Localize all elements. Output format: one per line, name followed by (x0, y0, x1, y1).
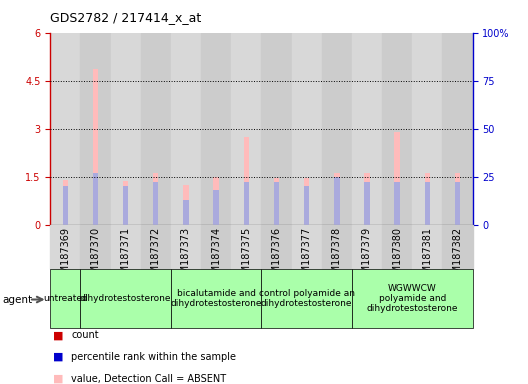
Bar (171, 225, 201, 269)
Bar (364, 182, 370, 225)
Bar (425, 182, 430, 225)
Bar (261, 269, 352, 328)
Text: GSM187381: GSM187381 (422, 227, 432, 286)
Bar (322, 225, 352, 269)
Bar (274, 178, 279, 225)
Bar (394, 132, 400, 225)
Text: GSM187369: GSM187369 (60, 227, 70, 286)
Text: GSM187374: GSM187374 (211, 227, 221, 286)
Bar (153, 182, 158, 225)
Text: GSM187378: GSM187378 (332, 227, 342, 286)
Bar (425, 174, 430, 225)
Bar (171, 33, 201, 225)
Bar (201, 33, 231, 225)
Bar (110, 33, 140, 225)
Text: GSM187376: GSM187376 (271, 227, 281, 286)
Bar (140, 225, 171, 269)
Bar (412, 225, 442, 269)
Bar (110, 225, 140, 269)
Bar (50, 269, 80, 328)
Bar (394, 182, 400, 225)
Text: ■: ■ (53, 330, 63, 340)
Bar (50, 33, 80, 225)
Text: control polyamide an
dihydrotestosterone: control polyamide an dihydrotestosterone (259, 289, 355, 308)
Bar (62, 186, 68, 225)
Bar (261, 33, 291, 225)
Bar (412, 33, 442, 225)
Bar (382, 225, 412, 269)
Bar (322, 33, 352, 225)
Bar (80, 269, 171, 328)
Bar (364, 174, 370, 225)
Bar (334, 177, 340, 225)
Text: agent: agent (3, 295, 33, 305)
Bar (291, 33, 322, 225)
Bar (304, 178, 309, 225)
Bar (352, 225, 382, 269)
Bar (455, 182, 460, 225)
Text: GSM187375: GSM187375 (241, 227, 251, 286)
Text: GSM187372: GSM187372 (151, 227, 161, 286)
Bar (93, 70, 98, 225)
Bar (382, 33, 412, 225)
Text: GSM187380: GSM187380 (392, 227, 402, 286)
Bar (93, 173, 98, 225)
Text: GSM187370: GSM187370 (90, 227, 100, 286)
Text: ■: ■ (53, 374, 63, 384)
Bar (442, 33, 473, 225)
Bar (123, 182, 128, 225)
Bar (291, 225, 322, 269)
Bar (80, 225, 110, 269)
Text: count: count (71, 330, 99, 340)
Bar (62, 180, 68, 225)
Bar (352, 269, 473, 328)
Bar (213, 177, 219, 225)
Bar (274, 182, 279, 225)
Text: GSM187377: GSM187377 (301, 227, 312, 286)
Bar (171, 269, 261, 328)
Bar (231, 225, 261, 269)
Bar (352, 33, 382, 225)
Text: GSM187371: GSM187371 (120, 227, 130, 286)
Bar (123, 186, 128, 225)
Text: GDS2782 / 217414_x_at: GDS2782 / 217414_x_at (50, 12, 201, 25)
Bar (243, 137, 249, 225)
Bar (442, 225, 473, 269)
Bar (153, 174, 158, 225)
Text: GSM187379: GSM187379 (362, 227, 372, 286)
Bar (304, 186, 309, 225)
Text: WGWWCW
polyamide and
dihydrotestosterone: WGWWCW polyamide and dihydrotestosterone (366, 284, 458, 313)
Text: GSM187382: GSM187382 (452, 227, 463, 286)
Text: GSM187373: GSM187373 (181, 227, 191, 286)
Text: value, Detection Call = ABSENT: value, Detection Call = ABSENT (71, 374, 227, 384)
Bar (183, 185, 188, 225)
Text: percentile rank within the sample: percentile rank within the sample (71, 352, 237, 362)
Bar (50, 225, 80, 269)
Text: untreated: untreated (43, 294, 88, 303)
Bar (334, 174, 340, 225)
Bar (261, 225, 291, 269)
Bar (455, 174, 460, 225)
Text: ■: ■ (53, 352, 63, 362)
Bar (231, 33, 261, 225)
Bar (80, 33, 110, 225)
Text: bicalutamide and
dihydrotestosterone: bicalutamide and dihydrotestosterone (171, 289, 262, 308)
Text: dihydrotestosterone: dihydrotestosterone (80, 294, 172, 303)
Bar (213, 190, 219, 225)
Bar (183, 200, 188, 225)
Bar (201, 225, 231, 269)
Bar (243, 182, 249, 225)
Bar (140, 33, 171, 225)
